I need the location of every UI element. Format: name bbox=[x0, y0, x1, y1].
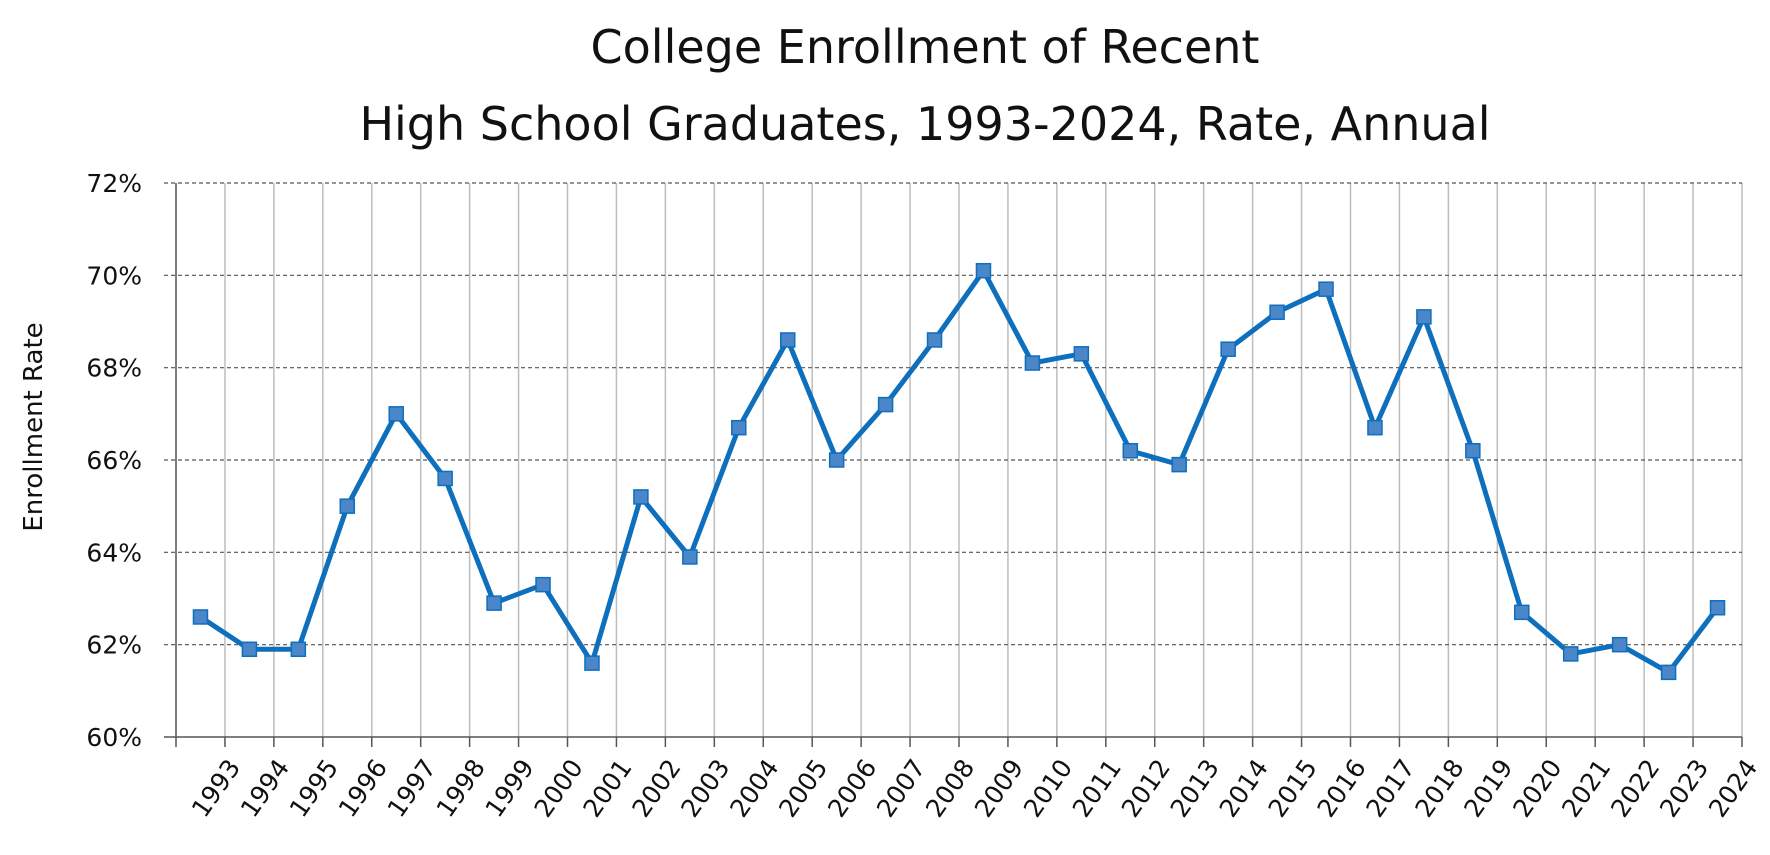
x-tick-label: 2016 bbox=[1312, 754, 1372, 823]
x-tick-label: 2013 bbox=[1165, 754, 1225, 823]
data-point-marker bbox=[290, 641, 307, 658]
data-point-marker bbox=[1514, 604, 1530, 621]
x-tick-label: 2002 bbox=[626, 754, 686, 823]
data-point-marker bbox=[1269, 304, 1285, 321]
data-point-marker bbox=[877, 396, 894, 413]
x-tick-label: 2018 bbox=[1409, 754, 1469, 823]
data-point-marker bbox=[682, 549, 698, 565]
x-tick-label: 1998 bbox=[431, 754, 491, 823]
axis-layer bbox=[164, 183, 1743, 747]
data-point-marker bbox=[926, 332, 943, 348]
data-point-marker bbox=[584, 655, 600, 671]
x-tick-label: 2001 bbox=[577, 754, 637, 823]
x-tick-label: 2006 bbox=[822, 754, 882, 823]
x-tick-label: 2024 bbox=[1703, 754, 1763, 823]
data-point-marker bbox=[975, 262, 992, 279]
label-layer: 60%62%64%66%68%70%72%1993199419951996199… bbox=[86, 169, 1763, 823]
chart-title-line-2: High School Graduates, 1993-2024, Rate, … bbox=[359, 97, 1490, 151]
x-tick-label: 2007 bbox=[871, 754, 931, 823]
x-tick-label: 2021 bbox=[1556, 754, 1616, 823]
data-point-marker bbox=[633, 489, 649, 505]
x-tick-label: 2020 bbox=[1507, 754, 1567, 823]
y-tick-label: 70% bbox=[86, 261, 142, 290]
x-tick-label: 2023 bbox=[1654, 754, 1714, 823]
y-tick-label: 60% bbox=[86, 723, 142, 752]
data-point-marker bbox=[339, 498, 356, 514]
grid-layer bbox=[164, 182, 1743, 737]
data-point-marker bbox=[486, 595, 502, 611]
data-point-marker bbox=[192, 609, 209, 625]
data-point-marker bbox=[1660, 664, 1677, 681]
data-point-marker bbox=[535, 576, 551, 593]
x-tick-label: 1994 bbox=[235, 754, 295, 823]
x-tick-label: 2010 bbox=[1018, 754, 1078, 823]
data-point-marker bbox=[1611, 636, 1628, 653]
y-tick-label: 72% bbox=[86, 169, 142, 198]
data-point-marker bbox=[1709, 599, 1726, 616]
x-tick-label: 2000 bbox=[529, 754, 589, 823]
x-tick-label: 1997 bbox=[382, 754, 442, 823]
data-point-marker bbox=[1171, 456, 1187, 473]
x-tick-label: 2012 bbox=[1116, 754, 1176, 823]
data-point-marker bbox=[1367, 419, 1383, 436]
y-tick-label: 62% bbox=[86, 631, 142, 660]
series-line bbox=[198, 268, 1720, 675]
data-point-marker bbox=[1024, 355, 1041, 371]
data-point-marker bbox=[779, 332, 796, 348]
data-point-marker bbox=[1562, 646, 1579, 662]
data-point-marker bbox=[1318, 281, 1334, 297]
data-point-marker bbox=[241, 641, 258, 658]
x-tick-label: 2022 bbox=[1605, 754, 1665, 823]
x-tick-label: 2019 bbox=[1458, 754, 1518, 823]
data-point-marker bbox=[828, 452, 845, 468]
x-tick-label: 2015 bbox=[1263, 754, 1323, 823]
x-tick-label: 1999 bbox=[480, 754, 540, 823]
y-tick-label: 66% bbox=[86, 446, 142, 475]
data-point-marker bbox=[731, 419, 747, 436]
y-axis-title: Enrollment Rate bbox=[19, 322, 49, 531]
data-point-marker bbox=[388, 406, 404, 422]
data-point-marker bbox=[1465, 443, 1481, 459]
x-tick-label: 2014 bbox=[1214, 754, 1274, 823]
data-point-marker bbox=[1220, 341, 1236, 357]
x-tick-label: 2004 bbox=[724, 754, 784, 823]
x-tick-label: 2005 bbox=[773, 754, 833, 823]
x-tick-label: 2017 bbox=[1360, 754, 1420, 823]
chart-title-line-1: College Enrollment of Recent bbox=[591, 20, 1260, 74]
x-tick-label: 2009 bbox=[969, 754, 1029, 823]
x-tick-label: 1995 bbox=[284, 754, 344, 823]
x-tick-label: 2003 bbox=[675, 754, 735, 823]
data-point-marker bbox=[437, 470, 453, 487]
series-layer bbox=[192, 262, 1726, 681]
data-point-marker bbox=[1122, 443, 1139, 459]
x-tick-label: 1996 bbox=[333, 754, 393, 823]
x-tick-label: 2008 bbox=[920, 754, 980, 823]
x-tick-label: 1993 bbox=[186, 754, 246, 823]
y-tick-label: 64% bbox=[86, 538, 142, 567]
data-point-marker bbox=[1416, 309, 1432, 325]
x-tick-label: 2011 bbox=[1067, 754, 1127, 823]
data-point-marker bbox=[1073, 346, 1090, 362]
y-tick-label: 68% bbox=[86, 354, 142, 383]
